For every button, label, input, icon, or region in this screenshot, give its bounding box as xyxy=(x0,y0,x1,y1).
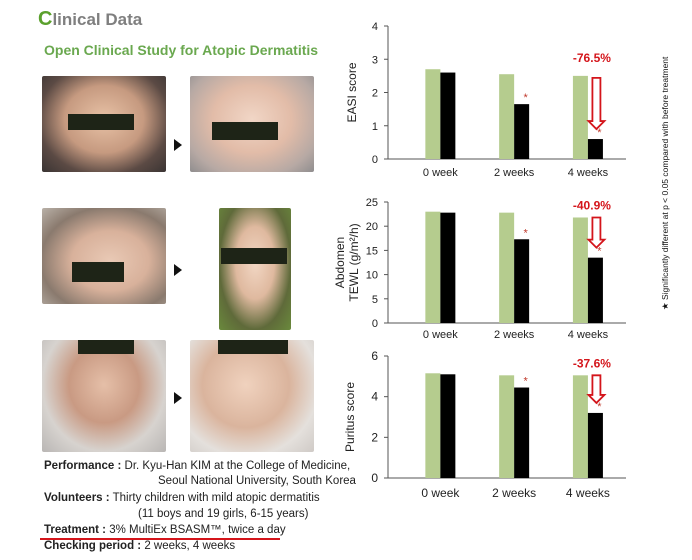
y-tick-label: 3 xyxy=(372,54,378,66)
y-axis-label: EASI score xyxy=(345,62,359,122)
treatment-underline xyxy=(40,538,280,540)
y-tick-label: 20 xyxy=(366,221,378,233)
y-tick-label: 4 xyxy=(371,390,378,404)
treatment-value: 3% MultiEx BSASM™, twice a day xyxy=(109,524,286,536)
eye-censor-bar xyxy=(78,340,134,354)
photo-case3-before xyxy=(42,340,166,452)
significance-star: * xyxy=(597,127,602,139)
bar-after-treatment xyxy=(440,72,456,159)
volunteers-label: Volunteers : xyxy=(44,492,110,504)
x-tick-label: 0 week xyxy=(423,167,458,179)
eye-censor-bar xyxy=(212,122,278,140)
bar-after-treatment xyxy=(587,139,603,159)
y-axis-label: AbdomenTEWL (g/m²/h) xyxy=(333,223,361,301)
reduction-percentage: -37.6% xyxy=(573,356,611,370)
before-after-arrow-icon xyxy=(174,264,182,276)
x-tick-label: 0 week xyxy=(421,486,460,500)
y-tick-label: 1 xyxy=(372,121,378,133)
bar-after-treatment xyxy=(440,212,456,323)
down-arrow-icon xyxy=(586,374,607,405)
chart-puritus: 0 2 4 6 Puritus score 0 week * 2 weeks * 4 weeks -… xyxy=(343,349,626,500)
x-tick-label: 2 weeks xyxy=(492,486,536,500)
bar-before-treatment xyxy=(499,375,515,478)
before-after-arrow-icon xyxy=(174,139,182,151)
significance-star: * xyxy=(597,401,602,413)
y-tick-label: 6 xyxy=(371,349,378,363)
page-subtitle: Open Clinical Study for Atopic Dermatiti… xyxy=(44,42,319,58)
performance-value: Dr. Kyu-Han KIM at the College of Medici… xyxy=(124,460,351,472)
bar-before-treatment xyxy=(425,69,441,159)
bar-after-treatment xyxy=(587,412,603,478)
photo-case1-after xyxy=(190,76,314,172)
y-tick-label: 0 xyxy=(371,471,378,485)
bar-before-treatment xyxy=(499,74,515,159)
bar-after-treatment xyxy=(514,239,530,323)
volunteers-value-line2: (11 boys and 19 girls, 6-15 years) xyxy=(138,508,309,520)
down-arrow-icon xyxy=(586,76,607,131)
bar-before-treatment xyxy=(572,217,588,323)
x-tick-label: 4 weeks xyxy=(566,486,610,500)
photo-case3-after xyxy=(190,340,314,452)
x-tick-label: 4 weeks xyxy=(568,167,609,179)
significance-star: * xyxy=(523,227,528,239)
bar-after-treatment xyxy=(514,104,530,159)
y-tick-label: 25 xyxy=(366,197,378,209)
reduction-percentage: -40.9% xyxy=(573,198,611,212)
y-tick-label: 5 xyxy=(372,294,378,306)
significance-star: * xyxy=(597,246,602,258)
y-tick-label: 4 xyxy=(372,21,378,33)
y-tick-label: 2 xyxy=(372,88,378,100)
chart-easi: 0 1 2 3 4 EASI score 0 week * 2 weeks * 4 weeks -76… xyxy=(345,21,626,179)
bar-before-treatment xyxy=(572,75,588,159)
x-tick-label: 2 weeks xyxy=(494,167,535,179)
bar-before-treatment xyxy=(425,373,441,478)
eye-censor-bar xyxy=(218,340,288,354)
x-tick-label: 2 weeks xyxy=(494,329,535,341)
checking-value: 2 weeks, 4 weeks xyxy=(144,540,236,552)
significance-star: * xyxy=(523,376,528,388)
volunteers-value: Thirty children with mild atopic dermati… xyxy=(112,492,320,504)
checking-label: Checking period : xyxy=(44,540,142,552)
y-axis-label: Puritus score xyxy=(343,382,357,452)
x-tick-label: 0 week xyxy=(423,329,458,341)
eye-censor-bar xyxy=(72,262,124,282)
eye-censor-bar xyxy=(221,248,287,264)
y-tick-label: 10 xyxy=(366,270,378,282)
photo-case2-before xyxy=(42,208,166,304)
reduction-percentage: -76.5% xyxy=(573,51,611,65)
y-axis-label-line: TEWL (g/m²/h) xyxy=(347,223,361,301)
y-tick-label: 15 xyxy=(366,245,378,257)
eye-censor-bar xyxy=(68,114,134,130)
treatment-label: Treatment : xyxy=(44,524,106,536)
bar-before-treatment xyxy=(425,211,441,323)
down-arrow-icon xyxy=(586,216,607,249)
y-axis-label-line: Abdomen xyxy=(333,237,347,288)
chart-tewl: 0 5 10 15 20 25 AbdomenTEWL (g/m²/h) 0 week * 2 w… xyxy=(333,197,626,341)
bar-after-treatment xyxy=(440,374,456,478)
y-tick-label: 2 xyxy=(371,430,378,444)
significance-star: * xyxy=(523,92,528,104)
y-tick-label: 0 xyxy=(372,318,378,330)
before-after-arrow-icon xyxy=(174,392,182,404)
page-title: Clinical Data xyxy=(38,8,143,30)
photo-case1-before xyxy=(42,76,166,172)
x-tick-label: 4 weeks xyxy=(568,329,609,341)
performance-label: Performance : xyxy=(44,460,122,472)
bar-after-treatment xyxy=(587,257,603,323)
bar-before-treatment xyxy=(572,375,588,478)
significance-note: ★ Significantly different at p < 0.05 co… xyxy=(660,56,670,310)
bar-before-treatment xyxy=(499,212,515,323)
performance-value-line2: Seoul National University, South Korea xyxy=(158,475,356,487)
photo-case2-after xyxy=(219,208,291,330)
bar-after-treatment xyxy=(514,387,530,478)
y-tick-label: 0 xyxy=(372,154,378,166)
